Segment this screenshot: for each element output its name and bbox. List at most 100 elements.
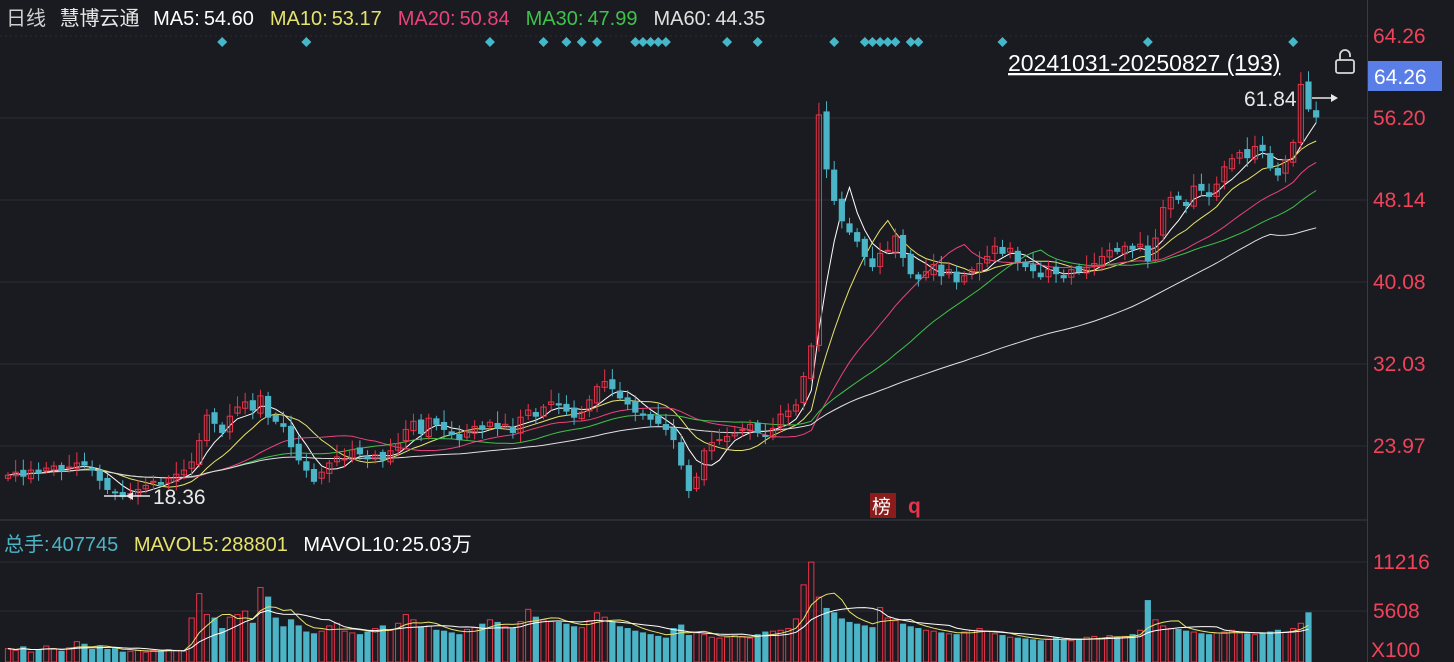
ma-header: 日线 慧博云通 MA5: 54.60 MA10: 53.17 MA20: 50.84 MA3… [6, 2, 789, 30]
candle [984, 245, 991, 268]
event-marker[interactable] [905, 37, 916, 47]
event-marker[interactable] [722, 37, 733, 47]
event-marker[interactable] [217, 37, 228, 47]
q-badge[interactable]: q [908, 495, 921, 518]
mavol5-label: MAVOL5: [133, 534, 220, 556]
event-marker[interactable] [301, 37, 312, 47]
event-marker[interactable] [997, 37, 1008, 47]
price-tick-label: 23.97 [1373, 435, 1426, 458]
svg-text:64.26: 64.26 [1374, 66, 1427, 89]
volume-bar [915, 628, 922, 662]
volume-bar [708, 636, 715, 662]
candle [165, 475, 172, 490]
candle [89, 460, 96, 477]
bang-badge[interactable]: 榜 [870, 493, 896, 518]
lock-icon[interactable] [1335, 49, 1355, 74]
mavol10-label: MAVOL10: [303, 534, 400, 556]
volume-bar [440, 630, 448, 662]
volume-bar [831, 612, 838, 662]
candle [555, 393, 562, 415]
candle [1106, 242, 1113, 265]
candle [647, 411, 654, 427]
candle [81, 452, 88, 469]
period-label[interactable]: 日线 [6, 8, 46, 30]
event-marker[interactable] [913, 37, 924, 47]
ma-entry-3: MA30: 47.99 [526, 8, 646, 30]
volume-bar [280, 626, 287, 662]
candle [1129, 243, 1136, 259]
candle [265, 391, 272, 425]
volume-bar [854, 623, 861, 662]
event-marker[interactable] [867, 37, 878, 47]
volume-bar [295, 625, 302, 662]
event-marker[interactable] [538, 37, 549, 47]
candle [1160, 199, 1167, 242]
candle [953, 265, 960, 290]
candle [456, 425, 463, 448]
volume-bar [1037, 640, 1044, 662]
event-marker[interactable] [829, 37, 840, 47]
candle [410, 413, 417, 436]
event-marker[interactable] [576, 37, 587, 47]
candle [372, 450, 379, 464]
mavol-line-10 [7, 607, 1309, 652]
volume-bar [104, 649, 111, 662]
ma-values: MA5: 54.60 MA10: 53.17 MA20: 50.84 MA30: 47.99 M… [153, 8, 781, 30]
candle [915, 271, 922, 287]
date-range-label[interactable]: 20241031-20250827 (193) [1008, 50, 1280, 76]
candle [211, 408, 218, 433]
volume-bar [953, 634, 960, 662]
event-marker[interactable] [875, 37, 886, 47]
low-arrow-head [126, 492, 133, 500]
event-marker[interactable] [653, 37, 664, 47]
candle [272, 412, 279, 425]
candle [632, 395, 639, 422]
price-tick-label: 32.03 [1373, 353, 1426, 376]
candle [517, 409, 524, 443]
candle [448, 421, 455, 440]
event-marker[interactable] [637, 37, 648, 47]
event-marker[interactable] [882, 37, 893, 47]
ma-value: 53.17 [331, 8, 382, 30]
ma-label: MA20: [397, 8, 456, 30]
volume-bar [1083, 636, 1090, 662]
candle [1175, 191, 1182, 205]
candle [716, 428, 723, 445]
event-marker[interactable] [890, 37, 901, 47]
volume-bar [303, 631, 310, 662]
volume-bar [326, 625, 333, 662]
event-marker[interactable] [645, 37, 656, 47]
candle [624, 390, 631, 411]
event-marker[interactable] [1142, 37, 1153, 47]
candle [1274, 162, 1282, 182]
volume-bar [356, 634, 363, 662]
volume-bar [1075, 638, 1083, 662]
volume-bar [463, 628, 471, 662]
candle [242, 392, 249, 415]
event-marker[interactable] [561, 37, 572, 47]
volume-bar [180, 650, 188, 662]
candle [1190, 173, 1197, 210]
event-marker[interactable] [484, 37, 495, 47]
volume-bar [1244, 633, 1251, 662]
candle [249, 393, 256, 420]
candle [486, 419, 494, 431]
volume-bar [1022, 638, 1029, 662]
volume-bar [555, 621, 562, 662]
volume-bar [1152, 619, 1159, 662]
candle [601, 369, 608, 392]
event-marker[interactable] [859, 37, 870, 47]
volume-bar [1106, 635, 1113, 662]
event-marker[interactable] [660, 37, 671, 47]
volume-bar [448, 632, 455, 662]
event-marker[interactable] [1288, 37, 1299, 47]
event-marker[interactable] [592, 37, 603, 47]
candle [991, 237, 998, 261]
candle [1045, 260, 1052, 283]
volume-bar [938, 632, 945, 662]
candle [1259, 136, 1266, 159]
event-marker[interactable] [630, 37, 641, 47]
event-marker[interactable] [752, 37, 763, 47]
